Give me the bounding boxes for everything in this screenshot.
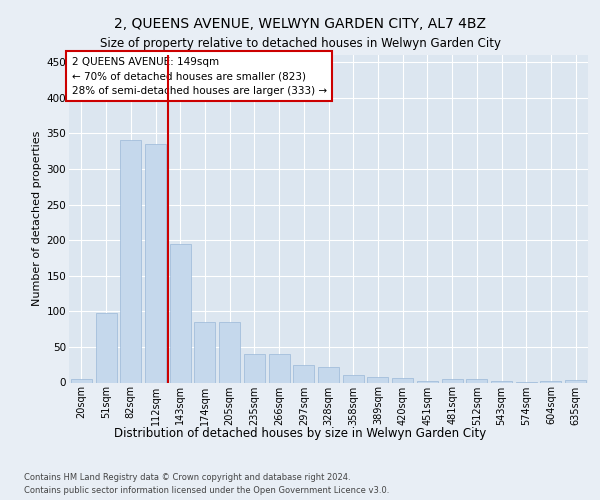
Bar	[293, 364, 314, 382]
Text: 2 QUEENS AVENUE: 149sqm
← 70% of detached houses are smaller (823)
28% of semi-d: 2 QUEENS AVENUE: 149sqm ← 70% of detache…	[71, 56, 327, 96]
Bar	[392, 378, 413, 382]
Bar	[565, 380, 586, 382]
Bar	[541, 381, 562, 382]
Bar	[417, 381, 438, 382]
Text: Contains public sector information licensed under the Open Government Licence v3: Contains public sector information licen…	[24, 486, 389, 495]
Text: Size of property relative to detached houses in Welwyn Garden City: Size of property relative to detached ho…	[100, 38, 500, 51]
Bar	[466, 379, 487, 382]
Bar	[71, 379, 92, 382]
Text: Contains HM Land Registry data © Crown copyright and database right 2024.: Contains HM Land Registry data © Crown c…	[24, 472, 350, 482]
Bar	[343, 376, 364, 382]
Bar	[491, 381, 512, 382]
Bar	[367, 377, 388, 382]
Bar	[219, 322, 240, 382]
Bar	[120, 140, 141, 382]
Text: Distribution of detached houses by size in Welwyn Garden City: Distribution of detached houses by size …	[114, 428, 486, 440]
Bar	[145, 144, 166, 382]
Bar	[442, 379, 463, 382]
Bar	[269, 354, 290, 382]
Bar	[170, 244, 191, 382]
Bar	[318, 367, 339, 382]
Bar	[194, 322, 215, 382]
Bar	[95, 314, 116, 382]
Bar	[244, 354, 265, 382]
Y-axis label: Number of detached properties: Number of detached properties	[32, 131, 43, 306]
Text: 2, QUEENS AVENUE, WELWYN GARDEN CITY, AL7 4BZ: 2, QUEENS AVENUE, WELWYN GARDEN CITY, AL…	[114, 18, 486, 32]
